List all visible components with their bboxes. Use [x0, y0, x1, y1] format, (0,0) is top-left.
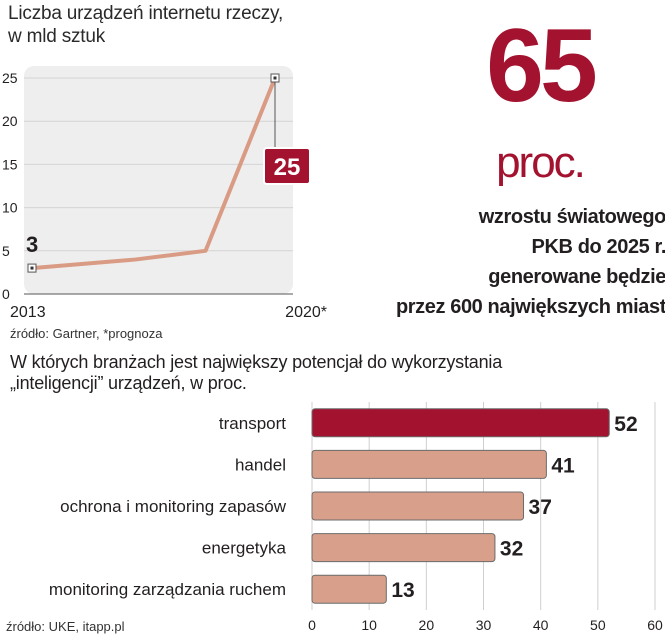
- y-tick-label-5: 25: [2, 70, 18, 86]
- value-label-0: 52: [614, 413, 637, 436]
- bar-chart-title: W których branżach jest największy poten…: [10, 352, 502, 394]
- callout-box: [263, 147, 311, 185]
- stat-line-2: PKB do 2025 r.: [531, 236, 665, 258]
- category-label-4: monitoring zarządzania ruchem: [49, 580, 286, 599]
- stat-value: 65: [486, 8, 598, 124]
- value-label-2: 37: [529, 496, 552, 519]
- data-label-last: 25: [274, 154, 301, 181]
- y-tick-label-2: 10: [2, 200, 18, 216]
- bar-2: [311, 491, 525, 521]
- bar-4: [311, 574, 387, 604]
- category-label-3: energetyka: [202, 539, 287, 558]
- line-chart-title-line-1: Liczba urządzeń internetu rzeczy,: [8, 3, 284, 24]
- x-tick-label-0: 0: [308, 617, 316, 633]
- bar-chart-title-line-1: W których branżach jest największy poten…: [10, 352, 503, 372]
- stat-unit: proc.: [496, 138, 586, 187]
- y-tick-label-0: 0: [2, 286, 10, 302]
- x-tick-label-2: 20: [419, 617, 435, 633]
- category-label-0: transport: [219, 414, 286, 433]
- x-tick-label-4: 40: [533, 617, 549, 633]
- bar-chart-source: źródło: UKE, itapp.pl: [6, 619, 125, 634]
- data-point-dot-1: [273, 76, 277, 80]
- x-tick-label-0: 2013: [10, 304, 46, 321]
- bar-3: [311, 533, 496, 563]
- stat-line-1: wzrostu światowego: [478, 206, 665, 228]
- value-label-3: 32: [500, 538, 523, 561]
- data-label-first: 3: [26, 232, 38, 257]
- value-label-4: 13: [391, 579, 414, 602]
- y-tick-label-1: 5: [2, 243, 10, 259]
- bar-0: [311, 408, 610, 438]
- line-chart-title-line-2: w mld sztuk: [8, 26, 106, 47]
- y-tick-label-4: 20: [2, 113, 18, 129]
- line-chart-source: źródło: Gartner, *prognoza: [10, 326, 163, 341]
- x-tick-label-5: 50: [590, 617, 606, 633]
- line-chart-title: Liczba urządzeń internetu rzeczy, w mld …: [8, 2, 283, 48]
- bar-1: [311, 449, 547, 479]
- series-line: [31, 77, 277, 271]
- plot-background: [24, 66, 293, 294]
- x-tick-label-3: 30: [476, 617, 492, 633]
- bar-chart-title-line-2: „inteligencji” urządzeń, w proc.: [10, 373, 247, 393]
- y-tick-label-3: 15: [2, 156, 18, 172]
- data-point-dot-0: [30, 266, 34, 270]
- x-tick-label-1: 2020*: [285, 304, 327, 321]
- category-label-1: handel: [235, 455, 286, 474]
- stat-line-3: generowane będzie: [488, 266, 665, 288]
- line-chart: 0 5 10 15 20 25 3 25 2013 2020*: [2, 66, 327, 321]
- stat-description: wzrostu światowego PKB do 2025 r. genero…: [318, 202, 665, 322]
- category-label-2: ochrona i monitoring zapasów: [60, 497, 287, 516]
- x-tick-label-1: 10: [361, 617, 377, 633]
- bar-chart: 0 10 20 30 40 50 60 transport 52 handel 41 ochrona …: [49, 402, 663, 633]
- value-label-1: 41: [551, 454, 575, 477]
- x-tick-label-6: 60: [647, 617, 663, 633]
- stat-line-4: przez 600 największych miast: [395, 296, 665, 318]
